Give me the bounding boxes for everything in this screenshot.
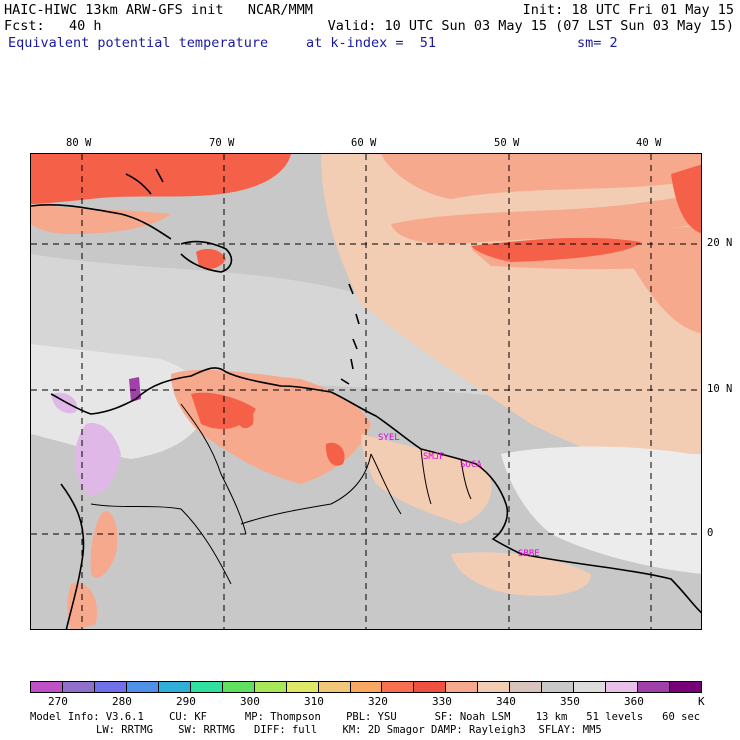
station-sbbe: SBBE — [518, 549, 540, 559]
border-suriname — [420, 448, 432, 505]
colorbar-label-340: 340 — [496, 695, 516, 708]
colorbar-swatch-2 — [94, 682, 127, 692]
border-colombia-venezuela — [180, 403, 247, 535]
lavender-area-panama — [74, 423, 121, 495]
colorbar-label-270: 270 — [48, 695, 68, 708]
colorbar-swatch-14 — [478, 682, 511, 692]
colorbar-swatch-9 — [318, 682, 351, 692]
lat-label-10n: 10 N — [707, 383, 733, 395]
coastline-amazon-mouth — [491, 503, 522, 555]
colorbar-swatch-18 — [606, 682, 639, 692]
model-info-line2: LW: RRTMG SW: RRTMG DIFF: full KM: 2D Sm… — [96, 724, 602, 736]
lat-label-0: 0 — [707, 527, 714, 539]
salmon-band-north — [381, 154, 701, 199]
coastline-brazil — [520, 553, 701, 614]
colorbar-label-360: 360 — [624, 695, 644, 708]
colorbar-label-310: 310 — [304, 695, 324, 708]
colorbar-swatch-13 — [446, 682, 479, 692]
warm-patch-amazon — [451, 552, 591, 596]
salmon-streak-andes — [90, 511, 118, 578]
borders — [90, 403, 472, 585]
station-syel: SYEL — [378, 433, 400, 443]
low-theta-area-west — [31, 344, 207, 459]
lon-label-40w: 40 W — [636, 137, 662, 149]
colorbar-swatch-12 — [414, 682, 447, 692]
colorbar — [30, 681, 702, 693]
lon-label-60w: 60 W — [351, 137, 377, 149]
red-streak-east — [471, 237, 641, 262]
colorbar-swatch-1 — [62, 682, 95, 692]
init-time: Init: 18 UTC Fri 01 May 15 — [522, 2, 734, 18]
colorbar-swatch-3 — [126, 682, 159, 692]
coastline-lesser-antilles — [340, 283, 360, 385]
coastline-cuba — [31, 204, 172, 240]
coastline-bahamas — [125, 168, 164, 195]
lat-label-20n: 20 N — [707, 237, 733, 249]
colorbar-label-300: 300 — [240, 695, 260, 708]
model-title: HAIC-HIWC 13km ARW-GFS init NCAR/MMM — [4, 2, 313, 18]
border-venezuela-brazil — [240, 453, 372, 525]
colorbar-swatch-0 — [31, 682, 63, 692]
colorbar-swatch-17 — [574, 682, 607, 692]
warm-region-guianas — [361, 434, 492, 524]
colorbar-unit: K — [698, 695, 705, 708]
colorbar-swatch-4 — [158, 682, 191, 692]
smoothing: sm= 2 — [577, 35, 618, 51]
lon-label-80w: 80 W — [66, 137, 92, 149]
lon-label-50w: 50 W — [494, 137, 520, 149]
colorbar-swatch-7 — [254, 682, 287, 692]
colorbar-label-290: 290 — [176, 695, 196, 708]
red-patch-east-edge — [671, 164, 701, 234]
colorbar-label-320: 320 — [368, 695, 388, 708]
lon-label-70w: 70 W — [209, 137, 235, 149]
red-spot-hispaniola — [196, 248, 226, 270]
map-panel: SYEL SMJP SOCA SBBE — [30, 153, 702, 630]
border-french-guiana — [460, 458, 472, 500]
colorbar-swatch-11 — [382, 682, 415, 692]
model-info-line1: Model Info: V3.6.1 CU: KF MP: Thompson P… — [30, 711, 701, 723]
colorbar-swatch-20 — [670, 682, 702, 692]
forecast-hour: Fcst: 40 h — [4, 18, 102, 34]
graticule — [31, 154, 701, 629]
k-index: at k-index = 51 — [306, 35, 437, 51]
red-patch-venezuela-2 — [235, 402, 254, 429]
station-soca: SOCA — [460, 460, 482, 470]
coastline-central-america — [50, 393, 137, 415]
colorbar-swatch-19 — [638, 682, 671, 692]
colorbar-swatch-5 — [190, 682, 223, 692]
colorbar-swatch-10 — [350, 682, 383, 692]
colorbar-swatch-8 — [286, 682, 319, 692]
field-name: Equivalent potential temperature — [8, 35, 269, 51]
border-guyana — [370, 453, 402, 515]
colorbar-label-280: 280 — [112, 695, 132, 708]
station-smjp: SMJP — [423, 452, 445, 462]
colorbar-label-350: 350 — [560, 695, 580, 708]
map-svg — [31, 154, 701, 629]
coastline-hispaniola — [180, 240, 233, 273]
red-patch-venezuela-3 — [325, 442, 345, 466]
colorbar-label-330: 330 — [432, 695, 452, 708]
coastline-pacific — [60, 483, 85, 629]
coastlines — [31, 168, 701, 629]
colorbar-swatch-16 — [542, 682, 575, 692]
coastline-colombia-venezuela — [135, 367, 332, 400]
salmon-region-northwest — [31, 204, 171, 234]
valid-time: Valid: 10 UTC Sun 03 May 15 (07 LST Sun … — [327, 18, 734, 34]
border-colombia-peru — [90, 503, 232, 585]
salmon-band-3 — [631, 254, 701, 334]
colorbar-swatch-6 — [222, 682, 255, 692]
colorbar-swatch-15 — [510, 682, 543, 692]
